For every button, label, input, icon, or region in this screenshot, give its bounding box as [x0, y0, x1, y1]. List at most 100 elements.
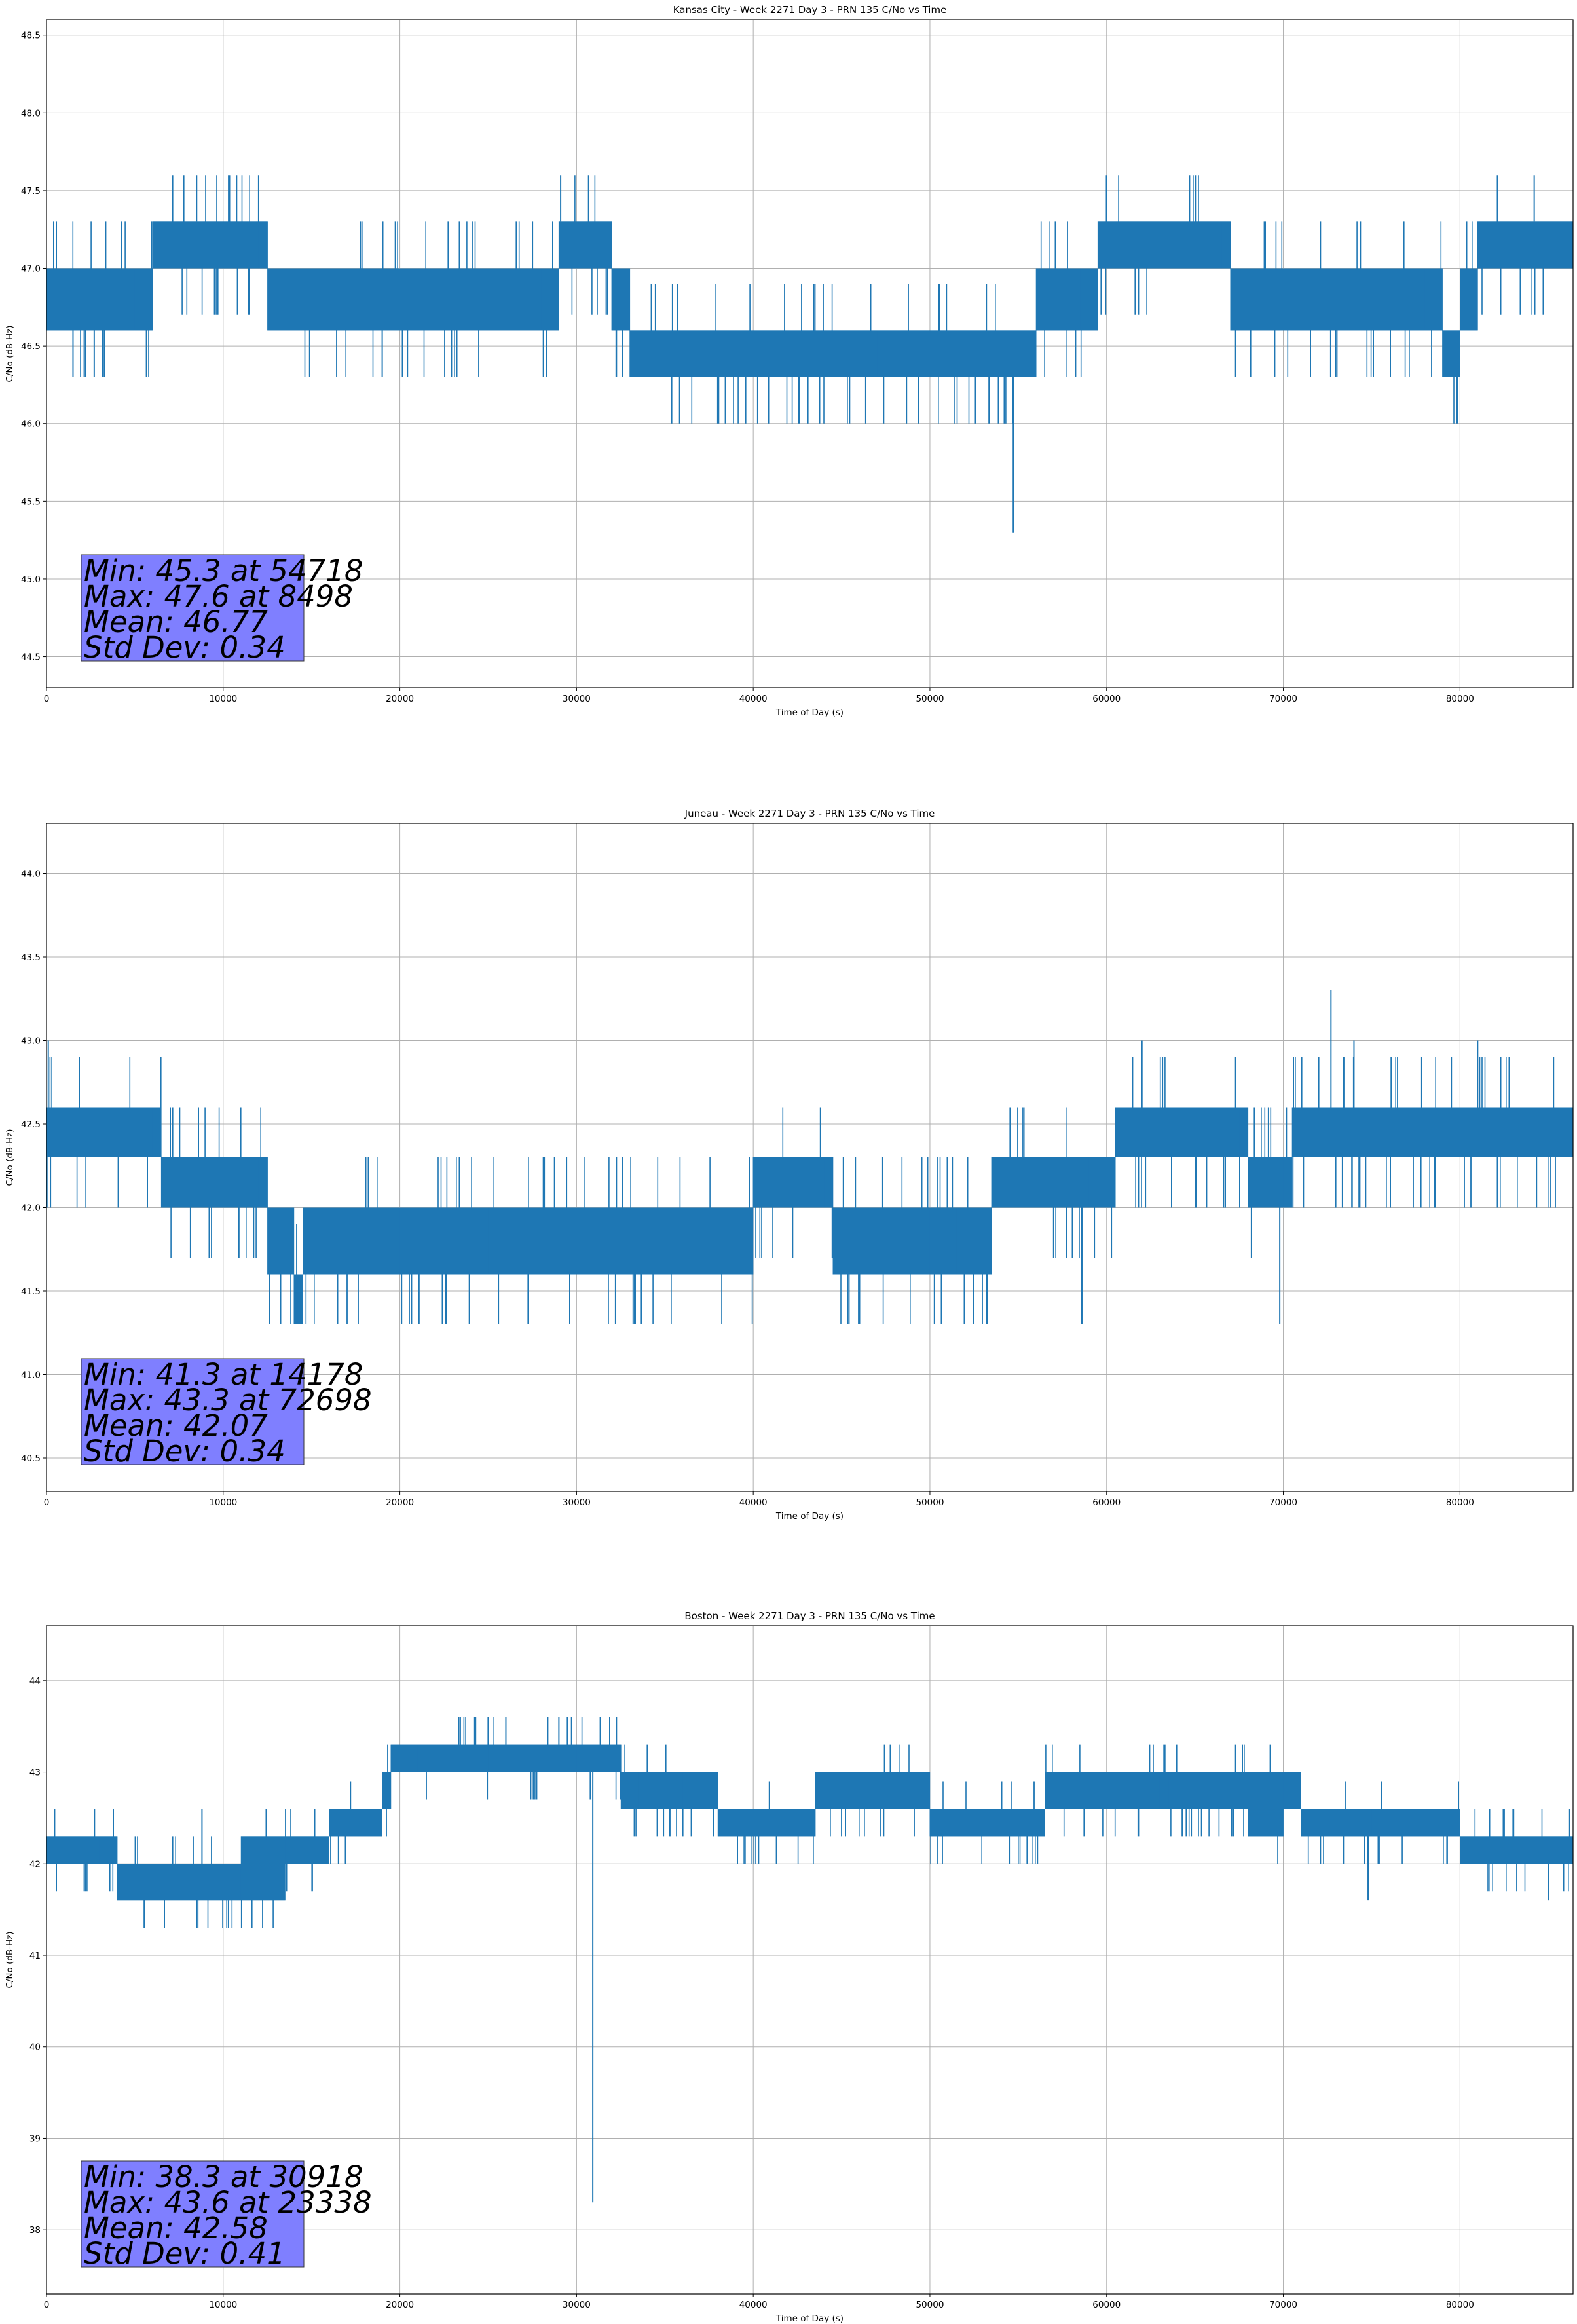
y-tick-label: 38	[29, 2225, 41, 2236]
series-band	[1230, 268, 1425, 331]
y-tick-label: 47.0	[21, 264, 41, 274]
series-band	[815, 1772, 921, 1809]
stats-line: Min: 41.3 at 14178	[84, 1357, 363, 1392]
y-tick-label: 43.0	[21, 1036, 41, 1047]
axes-frame	[46, 19, 1574, 688]
series-band	[1018, 330, 1036, 377]
series-band	[682, 1772, 718, 1809]
series-band	[46, 1107, 153, 1157]
y-tick-label: 43.5	[21, 952, 41, 963]
series-band	[1239, 1107, 1248, 1157]
x-tick-label: 10000	[209, 694, 237, 704]
series-band	[399, 1207, 489, 1275]
x-tick-label: 50000	[916, 1497, 944, 1508]
y-tick-label: 41.0	[21, 1370, 41, 1381]
series-band	[541, 268, 559, 331]
series-band	[1371, 1809, 1460, 1837]
y-tick-label: 41.5	[21, 1286, 41, 1297]
y-tick-label: 48.0	[21, 108, 41, 119]
series-band	[718, 1809, 807, 1837]
series-band	[267, 1207, 294, 1275]
stats-line: Mean: 42.58	[84, 2211, 268, 2245]
x-tick-label: 20000	[386, 1497, 414, 1508]
x-axis-label: Time of Day (s)	[775, 1511, 844, 1522]
axes-frame	[46, 823, 1574, 1492]
y-tick-label: 44	[29, 1676, 41, 1687]
x-tick-label: 60000	[1092, 1497, 1121, 1508]
series-band	[1088, 1157, 1116, 1208]
y-tick-label: 42.0	[21, 1203, 41, 1214]
series-band	[1292, 1107, 1573, 1157]
series-band	[753, 1157, 825, 1208]
series-band	[665, 1207, 754, 1275]
series-band	[293, 1274, 303, 1324]
stats-box	[81, 2160, 305, 2268]
series-band	[488, 1744, 577, 1772]
y-tick-label: 39	[29, 2133, 41, 2144]
series-band	[1477, 221, 1573, 269]
stats-line: Max: 47.6 at 8498	[84, 579, 353, 614]
series-band	[559, 221, 612, 269]
x-tick-label: 40000	[739, 1497, 768, 1508]
series-line	[46, 1717, 1573, 2203]
y-tick-label: 40	[29, 2042, 41, 2053]
series-band	[1460, 1836, 1573, 1864]
series-band	[258, 221, 268, 269]
x-tick-label: 20000	[386, 2300, 414, 2310]
series-band	[391, 1744, 418, 1772]
stats-line: Max: 43.3 at 72698	[84, 1383, 372, 1417]
series-band	[1221, 221, 1231, 269]
x-tick-label: 70000	[1269, 694, 1297, 704]
series-band	[303, 1207, 400, 1275]
series-band	[1168, 1772, 1248, 1809]
stats-line: Mean: 42.07	[84, 1408, 268, 1443]
x-tick-label: 40000	[739, 2300, 768, 2310]
series-band	[417, 1744, 489, 1772]
series-band	[992, 1157, 1089, 1208]
series-band	[806, 1809, 815, 1837]
series-band	[346, 1809, 382, 1837]
series-band	[46, 268, 135, 331]
x-tick-label: 0	[44, 2300, 50, 2310]
y-axis-label: C/No (dB-Hz)	[5, 325, 15, 382]
x-tick-label: 80000	[1446, 2300, 1474, 2310]
x-tick-label: 10000	[209, 1497, 237, 1508]
axes-frame	[46, 1625, 1574, 2295]
series-band	[382, 1772, 392, 1809]
y-tick-label: 46.5	[21, 341, 41, 352]
y-tick-label: 44.0	[21, 869, 41, 880]
y-tick-label: 40.5	[21, 1453, 41, 1464]
series-line	[46, 175, 1573, 533]
x-tick-label: 20000	[386, 694, 414, 704]
series-band	[240, 1836, 286, 1901]
series-band	[1035, 268, 1081, 331]
stats-line: Std Dev: 0.34	[84, 1434, 286, 1469]
chart-title: Boston - Week 2271 Day 3 - PRN 135 C/No …	[684, 1610, 935, 1622]
stats-box	[81, 1358, 305, 1465]
series-band	[921, 1772, 930, 1809]
x-tick-label: 0	[44, 1497, 50, 1508]
series-band	[753, 330, 878, 377]
y-tick-label: 42.5	[21, 1119, 41, 1130]
y-tick-label: 47.5	[21, 186, 41, 197]
x-tick-label: 70000	[1269, 2300, 1297, 2310]
stats-line: Mean: 46.77	[84, 605, 268, 639]
stats-line: Min: 38.3 at 30918	[84, 2160, 363, 2194]
series-band	[1283, 1772, 1301, 1809]
y-tick-label: 48.5	[21, 31, 41, 41]
series-band	[929, 1207, 957, 1275]
x-tick-label: 40000	[739, 694, 768, 704]
x-tick-label: 0	[44, 694, 50, 704]
series-band	[1248, 1772, 1284, 1837]
chart-kansas-city: Kansas City - Week 2271 Day 3 - PRN 135 …	[5, 4, 1574, 718]
x-tick-label: 50000	[916, 694, 944, 704]
series-band	[1301, 1809, 1372, 1837]
x-axis-label: Time of Day (s)	[775, 2314, 844, 2324]
series-band	[929, 1809, 1036, 1837]
series-band	[1159, 1772, 1169, 1809]
series-band	[1442, 330, 1460, 377]
y-tick-label: 42	[29, 1859, 41, 1869]
series-band	[1460, 268, 1478, 331]
y-tick-label: 41	[29, 1951, 41, 1961]
